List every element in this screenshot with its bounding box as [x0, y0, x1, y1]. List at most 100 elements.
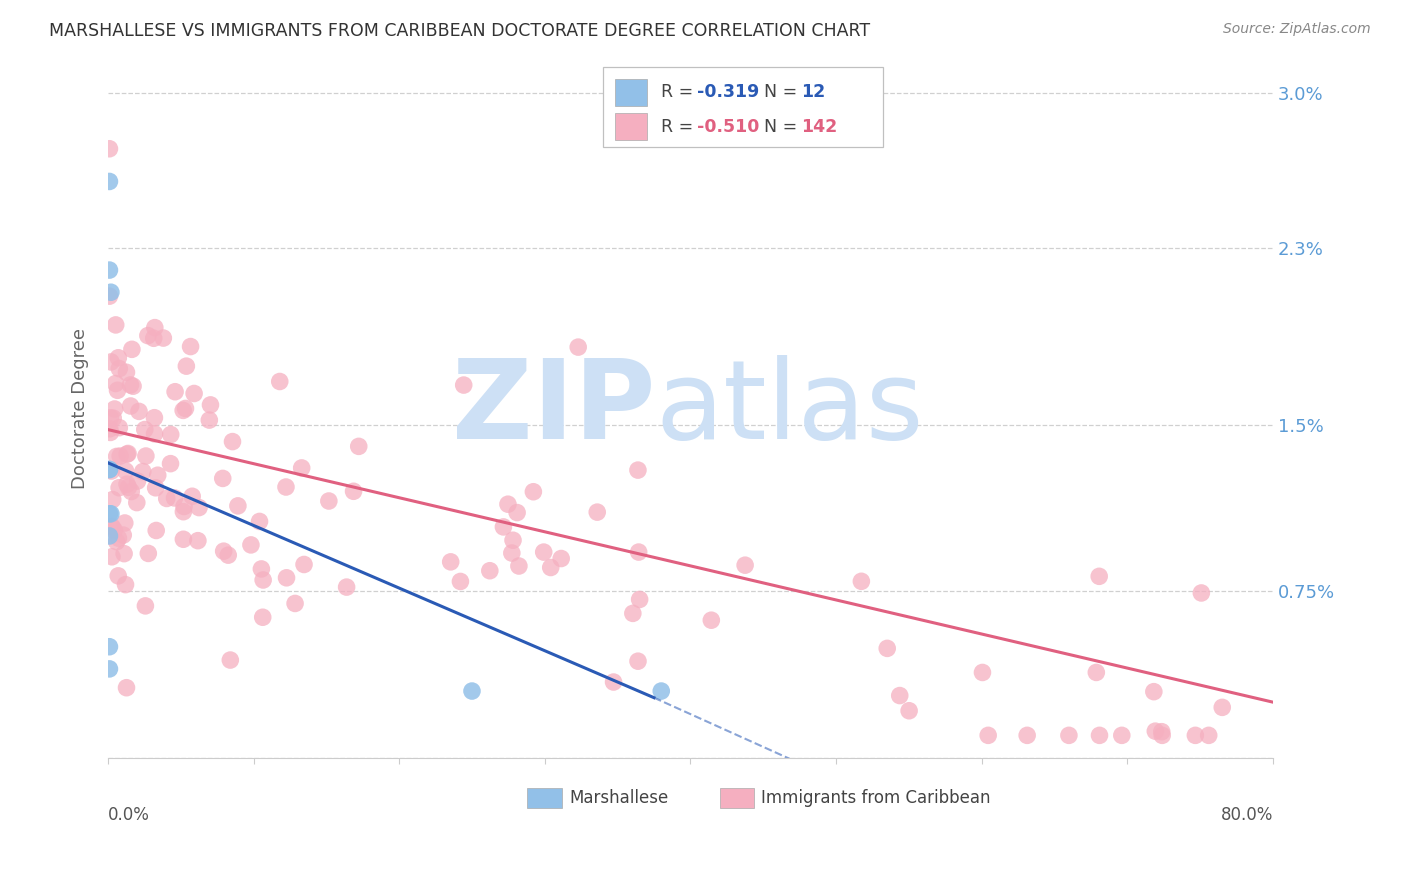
Point — [889, 689, 911, 703]
Point — [602, 675, 624, 690]
Point — [120, 399, 142, 413]
Point — [292, 558, 315, 572]
Point — [972, 665, 994, 680]
Point — [152, 331, 174, 345]
Point — [120, 378, 142, 392]
Text: 142: 142 — [801, 118, 838, 136]
Point — [252, 573, 274, 587]
Point — [98, 142, 121, 156]
Point — [172, 533, 194, 547]
Point — [522, 484, 544, 499]
Point — [108, 420, 131, 434]
Point — [219, 653, 242, 667]
Point — [98, 263, 121, 277]
Point — [1143, 684, 1166, 698]
Point — [567, 340, 589, 354]
Text: N =: N = — [763, 118, 803, 136]
Point — [249, 515, 271, 529]
Point — [98, 422, 121, 436]
Point — [98, 507, 121, 521]
Point — [98, 640, 121, 654]
Point — [533, 545, 555, 559]
Point — [104, 318, 127, 332]
Point — [586, 505, 609, 519]
Point — [550, 551, 572, 566]
Point — [461, 684, 484, 698]
Point — [122, 379, 145, 393]
Bar — [614, 79, 647, 105]
Point — [105, 450, 128, 464]
Point — [136, 328, 159, 343]
Point — [627, 654, 650, 668]
Text: R =: R = — [661, 83, 699, 102]
Point — [98, 174, 121, 188]
Point — [342, 484, 364, 499]
Point — [98, 462, 121, 476]
Point — [172, 505, 194, 519]
Point — [239, 538, 262, 552]
Point — [134, 423, 156, 437]
Point — [163, 491, 186, 505]
Point — [1088, 728, 1111, 742]
Text: 0.0%: 0.0% — [108, 806, 150, 824]
Text: MARSHALLESE VS IMMIGRANTS FROM CARIBBEAN DOCTORATE DEGREE CORRELATION CHART: MARSHALLESE VS IMMIGRANTS FROM CARIBBEAN… — [49, 22, 870, 40]
Point — [108, 481, 131, 495]
Point — [977, 728, 1000, 742]
Point — [181, 489, 204, 503]
Point — [496, 497, 519, 511]
Point — [112, 547, 135, 561]
Point — [143, 426, 166, 441]
Point — [107, 351, 129, 365]
Point — [101, 492, 124, 507]
Text: Immigrants from Caribbean: Immigrants from Caribbean — [762, 789, 991, 807]
Point — [221, 434, 243, 449]
Point — [146, 468, 169, 483]
FancyBboxPatch shape — [603, 67, 883, 147]
Point — [115, 477, 138, 491]
Point — [136, 546, 159, 560]
Point — [212, 544, 235, 558]
Point — [103, 523, 125, 537]
Point — [347, 439, 370, 453]
Point — [492, 520, 515, 534]
Point — [1144, 724, 1167, 739]
Point — [107, 531, 129, 545]
Point — [211, 471, 233, 485]
Point — [1211, 700, 1233, 714]
Point — [172, 403, 194, 417]
Point — [876, 641, 898, 656]
Point — [115, 447, 138, 461]
Point — [226, 499, 249, 513]
Point — [269, 375, 291, 389]
Point — [108, 361, 131, 376]
Point — [98, 662, 121, 676]
Point — [187, 533, 209, 548]
Point — [100, 355, 122, 369]
Point — [502, 533, 524, 548]
Point — [143, 320, 166, 334]
Point — [176, 359, 198, 373]
Point — [318, 494, 340, 508]
Point — [506, 506, 529, 520]
Point — [121, 343, 143, 357]
Point — [453, 378, 475, 392]
Point — [1189, 586, 1212, 600]
Point — [107, 569, 129, 583]
Point — [125, 495, 148, 509]
Point — [156, 491, 179, 506]
Point — [1184, 728, 1206, 742]
Point — [627, 463, 650, 477]
Point — [1085, 665, 1108, 680]
Bar — [527, 788, 562, 808]
Point — [650, 684, 672, 698]
Point — [540, 560, 562, 574]
Point — [440, 555, 463, 569]
Point — [107, 384, 129, 398]
Point — [274, 480, 297, 494]
Point — [98, 529, 121, 543]
Text: -0.319: -0.319 — [697, 83, 759, 102]
Point — [120, 484, 142, 499]
Point — [114, 577, 136, 591]
Bar — [720, 788, 755, 808]
Text: 80.0%: 80.0% — [1220, 806, 1272, 824]
